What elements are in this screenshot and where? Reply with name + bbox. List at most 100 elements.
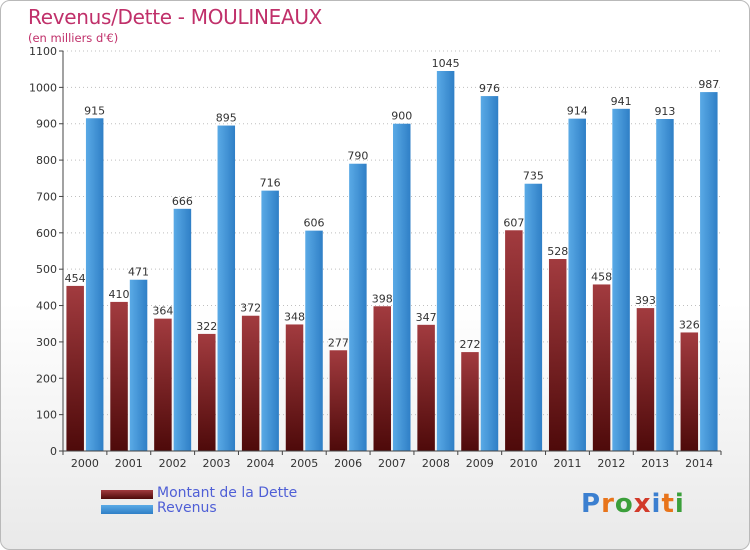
y-tick-label: 700 (36, 190, 57, 203)
revenue-bar (568, 118, 586, 452)
debt-bar (110, 301, 128, 451)
revenue-value-label: 471 (128, 266, 149, 279)
debt-bar (198, 333, 216, 451)
debt-value-label: 454 (65, 272, 86, 285)
revenue-value-label: 735 (523, 170, 544, 183)
debt-value-label: 410 (109, 288, 130, 301)
logo-letter: r (601, 489, 615, 519)
revenue-value-label: 716 (260, 177, 281, 190)
y-tick-label: 400 (36, 300, 57, 313)
logo-letter: t (661, 489, 675, 519)
chart-subtitle: (en milliers d'€) (28, 31, 119, 45)
debt-value-label: 528 (547, 245, 568, 258)
y-tick-label: 1100 (29, 45, 57, 58)
y-tick-label: 0 (50, 445, 57, 458)
debt-bar (680, 332, 699, 451)
x-tick-label: 2005 (290, 457, 318, 470)
revenue-bar (524, 183, 543, 451)
x-tick-label: 2006 (334, 457, 362, 470)
legend: Montant de la Dette Revenus (101, 485, 361, 521)
revenue-value-label: 606 (304, 217, 325, 230)
debt-bar (241, 315, 260, 451)
debt-value-label: 347 (416, 311, 437, 324)
y-tick-label: 200 (36, 372, 57, 385)
legend-swatch-revenue (101, 505, 153, 514)
debt-bar (505, 230, 523, 451)
debt-value-label: 372 (240, 302, 261, 315)
legend-label-debt: Montant de la Dette (157, 485, 298, 501)
debt-value-label: 277 (328, 336, 349, 349)
axis-layer: 0 100 200 300 400 500 600 700 800 900 1000 1100 2000… (29, 45, 722, 470)
revenue-bar (436, 71, 455, 451)
revenue-value-label: 987 (698, 78, 719, 91)
revenue-value-label: 941 (611, 95, 632, 108)
x-tick-label: 2013 (641, 457, 669, 470)
debt-bar (285, 324, 304, 451)
debt-bar (636, 308, 655, 451)
revenue-value-label: 1045 (432, 57, 460, 70)
x-tick-label: 2008 (422, 457, 450, 470)
revenue-bar (700, 92, 718, 451)
x-tick-label: 2009 (466, 457, 494, 470)
revenue-value-label: 900 (391, 110, 412, 123)
y-tick-label: 100 (36, 409, 57, 422)
x-tick-label: 2004 (246, 457, 274, 470)
debt-bar (592, 284, 611, 451)
x-tick-label: 2000 (71, 457, 99, 470)
debt-value-label: 364 (152, 305, 173, 318)
debt-bar (548, 259, 567, 451)
proxiti-logo: Proxiti (581, 489, 685, 523)
revenue-value-label: 895 (216, 112, 237, 125)
x-tick-label: 2011 (553, 457, 581, 470)
x-tick-label: 2014 (685, 457, 713, 470)
debt-value-label: 458 (591, 270, 612, 283)
revenue-bar (129, 279, 148, 451)
value-labels-layer: 454 915 410 471 364 666 322 895 372 716 348 606 277 7… (65, 57, 720, 351)
revenue-bar (305, 230, 323, 451)
y-tick-label: 500 (36, 263, 57, 276)
debt-value-label: 322 (196, 320, 217, 333)
x-tick-label: 2007 (378, 457, 406, 470)
revenue-bar (612, 108, 630, 452)
legend-label-revenue: Revenus (157, 500, 217, 516)
revenue-bar (217, 125, 236, 451)
logo-letter: P (581, 489, 602, 519)
debt-value-label: 272 (459, 338, 480, 351)
logo-letter: i (674, 489, 685, 519)
revenue-bar (656, 119, 674, 451)
logo-letter: x (633, 489, 652, 519)
debt-value-label: 398 (372, 292, 393, 305)
x-tick-label: 2003 (203, 457, 231, 470)
revenue-value-label: 914 (567, 105, 588, 118)
debt-value-label: 393 (635, 294, 656, 307)
revenue-bar (173, 208, 192, 451)
y-tick-label: 900 (36, 118, 57, 131)
revenue-value-label: 976 (479, 82, 500, 95)
bars-layer (66, 71, 718, 452)
debt-bar (329, 350, 348, 451)
revenue-value-label: 666 (172, 195, 193, 208)
revenue-value-label: 913 (654, 105, 675, 118)
revenue-bar (393, 123, 411, 452)
y-tick-label: 800 (36, 154, 57, 167)
y-tick-label: 300 (36, 336, 57, 349)
legend-swatch-debt (101, 490, 153, 499)
logo-letter: o (614, 489, 634, 519)
debt-value-label: 348 (284, 310, 305, 323)
x-tick-label: 2002 (159, 457, 187, 470)
x-tick-label: 2010 (510, 457, 538, 470)
y-tick-label: 600 (36, 227, 57, 240)
revenue-bar (261, 190, 279, 452)
chart-title: Revenus/Dette - MOULINEAUX (28, 5, 323, 29)
debt-value-label: 326 (679, 318, 700, 331)
revenue-bar (480, 96, 499, 451)
debt-bar (461, 352, 479, 451)
debt-bar (373, 306, 391, 451)
debt-bar (154, 318, 172, 451)
y-tick-label: 1000 (29, 81, 57, 94)
x-tick-label: 2012 (597, 457, 625, 470)
logo-letter: i (651, 489, 662, 519)
debt-value-label: 607 (503, 216, 524, 229)
